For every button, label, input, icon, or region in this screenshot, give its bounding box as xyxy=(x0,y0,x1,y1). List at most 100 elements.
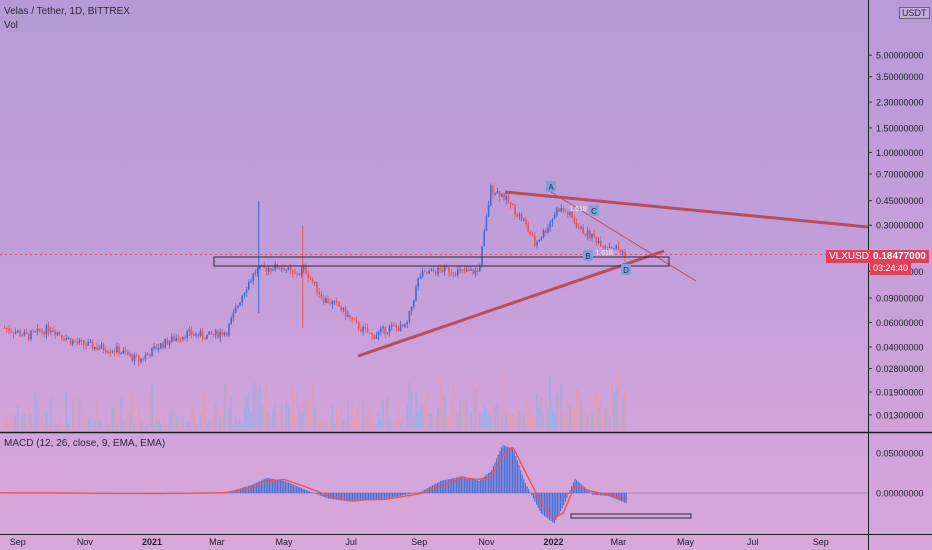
macd-histogram-bar xyxy=(468,478,470,493)
candle-body xyxy=(278,268,281,270)
candle-body xyxy=(450,272,452,274)
candle-body xyxy=(516,214,518,217)
candle-body xyxy=(6,327,8,329)
candle-body xyxy=(294,272,296,274)
volume-bar xyxy=(406,403,408,430)
candlesticks xyxy=(3,183,626,367)
macd-histogram-bar xyxy=(470,478,472,493)
macd-histogram-bar xyxy=(617,493,619,500)
volume-bar xyxy=(347,399,349,430)
time-axis: Sep Nov 2021 Mar May Jul Sep Nov 2022 Mar May Jul Se… xyxy=(10,537,829,547)
volume-bar xyxy=(578,388,580,430)
macd-histogram-bar xyxy=(382,493,384,499)
time-tick-label: 2021 xyxy=(142,537,162,547)
candle-body xyxy=(428,271,430,274)
candle-body xyxy=(514,205,516,215)
macd-histogram-bar xyxy=(475,479,477,493)
macd-histogram-bar xyxy=(374,493,376,500)
volume-bar xyxy=(256,390,259,430)
volume-bar xyxy=(175,415,177,430)
candle-body xyxy=(76,341,78,343)
macd-histogram-bar xyxy=(404,493,406,495)
macd-histogram-bar xyxy=(284,481,286,493)
candle-body xyxy=(424,271,426,273)
candle-body xyxy=(72,340,74,345)
candle-body xyxy=(188,330,191,332)
volume-bar xyxy=(80,399,83,430)
volume-bar xyxy=(604,408,606,430)
macd-histogram-bar xyxy=(622,493,624,502)
macd-histogram-bar xyxy=(281,480,283,493)
candle-body xyxy=(300,269,303,275)
volume-bar xyxy=(476,380,479,430)
candle-body xyxy=(421,271,424,277)
candle-body xyxy=(199,331,202,336)
candle-body xyxy=(39,328,41,332)
macd-histogram-bar xyxy=(417,492,419,494)
macd-histogram-bar xyxy=(587,490,589,493)
candle-body xyxy=(470,269,472,271)
candle-body xyxy=(567,212,569,215)
symbol-title[interactable]: Velas / Tether, 1D, BITTREX xyxy=(4,6,130,17)
volume-bar xyxy=(457,413,459,430)
macd-histogram-bar xyxy=(600,493,602,496)
volume-bar xyxy=(41,413,43,430)
candle-body xyxy=(100,344,103,349)
candle-body xyxy=(479,266,481,271)
volume-bar xyxy=(448,415,450,430)
macd-histogram-bar xyxy=(550,493,552,521)
volume-bar xyxy=(523,415,525,430)
candle-body xyxy=(344,307,347,317)
macd-histogram-bar xyxy=(489,471,491,493)
volume-bar xyxy=(413,414,415,430)
macd-label[interactable]: MACD (12, 26, close, 9, EMA, EMA) xyxy=(4,438,166,449)
volume-bar xyxy=(228,406,230,430)
candle-body xyxy=(184,336,186,339)
volume-bar xyxy=(349,424,351,430)
macd-histogram-bar xyxy=(534,493,536,502)
macd-histogram-bar xyxy=(566,493,568,498)
currency-label[interactable]: USDT xyxy=(899,7,930,19)
volume-bar xyxy=(195,423,197,430)
macd-histogram-bar xyxy=(312,492,314,494)
volume-bar xyxy=(298,406,301,430)
volume-bar xyxy=(474,389,477,430)
volume-bar xyxy=(210,423,213,430)
volume-bar xyxy=(534,415,536,430)
candle-body xyxy=(441,269,444,272)
candle-body xyxy=(547,227,549,233)
macd-histogram-bar xyxy=(560,493,562,512)
volume-bar xyxy=(149,393,151,430)
volume-bar xyxy=(168,414,171,430)
candle-body xyxy=(595,236,598,243)
macd-histogram-bar xyxy=(494,462,496,493)
candle-body xyxy=(256,268,259,273)
candle-body xyxy=(325,298,327,303)
macd-histogram-bar xyxy=(275,479,277,493)
candle-body xyxy=(366,328,369,333)
macd-histogram-bar xyxy=(272,478,274,493)
macd-histogram-bar xyxy=(456,477,458,493)
wave-label-box xyxy=(621,264,631,275)
macd-histogram-bar xyxy=(321,493,323,497)
candle-body xyxy=(138,356,140,362)
volume-bar xyxy=(239,419,241,430)
volume-bar xyxy=(472,383,474,430)
time-tick-label: Jul xyxy=(345,537,357,547)
candle-body xyxy=(362,326,364,332)
volume-bar xyxy=(421,406,424,430)
volume-bar xyxy=(340,402,342,430)
macd-tick-label: 0.05000000 xyxy=(876,449,924,459)
candle-body xyxy=(538,239,540,242)
volume-bar xyxy=(501,414,503,430)
candle-body xyxy=(520,214,523,221)
candle-body xyxy=(468,269,470,271)
volume-bar xyxy=(494,406,496,430)
candle-body xyxy=(12,332,15,334)
macd-histogram-bar xyxy=(342,493,344,501)
volume-bar xyxy=(151,384,153,430)
macd-histogram-bar xyxy=(396,493,398,497)
macd-histogram-bar xyxy=(288,482,290,493)
candle-body xyxy=(263,265,265,268)
